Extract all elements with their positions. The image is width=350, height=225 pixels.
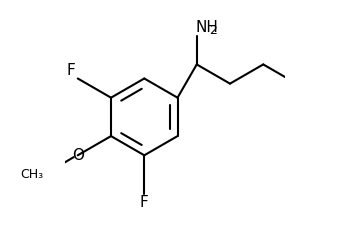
Text: NH: NH xyxy=(196,20,218,34)
Text: CH₃: CH₃ xyxy=(20,169,43,181)
Text: O: O xyxy=(72,148,84,163)
Text: F: F xyxy=(66,63,75,78)
Text: F: F xyxy=(140,195,149,210)
Text: 2: 2 xyxy=(209,24,217,37)
